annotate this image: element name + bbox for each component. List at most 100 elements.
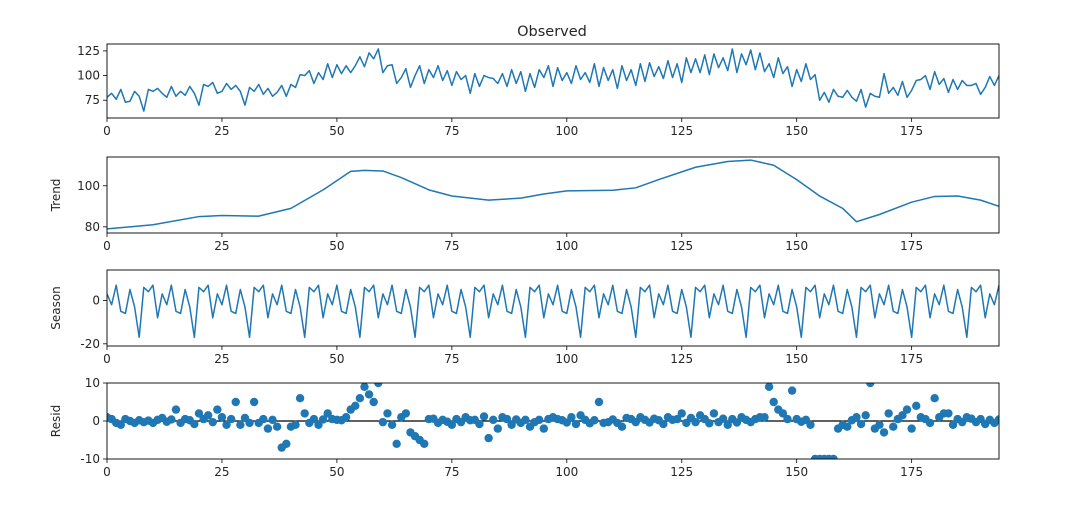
resid-point	[879, 428, 889, 437]
x-tick-label: 75	[444, 465, 459, 479]
x-tick-label: 175	[900, 239, 923, 253]
resid-point	[360, 383, 369, 391]
resid-point	[420, 439, 429, 448]
x-tick-label: 125	[670, 352, 693, 366]
x-tick-label: 175	[900, 352, 923, 366]
resid-point	[617, 422, 627, 431]
resid-point	[994, 415, 999, 424]
x-tick-label: 75	[444, 352, 459, 366]
series-line	[107, 284, 999, 339]
resid-point	[447, 420, 457, 429]
resid-point	[709, 409, 719, 418]
x-tick-label: 150	[785, 465, 808, 479]
x-tick-label: 0	[103, 352, 111, 366]
resid-point	[489, 415, 498, 425]
x-tick-label: 25	[214, 352, 229, 366]
resid-point	[249, 397, 259, 407]
resid-point	[392, 439, 401, 448]
resid-point	[594, 397, 604, 407]
x-tick-label: 150	[785, 239, 808, 253]
resid-point	[705, 419, 714, 428]
resid-point	[369, 397, 378, 407]
x-tick-label: 75	[444, 239, 459, 253]
resid-point	[912, 401, 921, 410]
plot-area	[107, 159, 999, 230]
plot-area	[107, 284, 999, 339]
resid-point	[829, 454, 838, 459]
y-tick-label: -10	[80, 452, 100, 466]
resid-point	[898, 411, 907, 420]
axes-frame	[106, 43, 1000, 119]
resid-point	[930, 394, 939, 403]
resid-point	[203, 411, 213, 420]
resid-point	[787, 386, 797, 395]
resid-point	[387, 420, 397, 429]
y-axis-label: Season	[49, 286, 63, 330]
resid-point	[167, 415, 176, 424]
axes-frame	[106, 269, 1000, 347]
resid-point	[502, 414, 512, 424]
series-line	[107, 48, 999, 112]
resid-point	[116, 420, 125, 429]
resid-point	[760, 413, 769, 422]
y-tick-label: -20	[80, 337, 100, 351]
resid-point	[778, 409, 788, 418]
resid-point	[493, 424, 503, 433]
resid-point	[521, 415, 530, 425]
x-tick-label: 175	[900, 124, 923, 138]
resid-point	[590, 416, 599, 425]
y-tick-label: 0	[92, 293, 100, 307]
x-tick-label: 150	[785, 352, 808, 366]
x-tick-label: 125	[670, 239, 693, 253]
resid-point	[194, 409, 204, 418]
resid-point	[479, 412, 489, 421]
resid-point	[231, 397, 240, 407]
series-line	[107, 159, 999, 230]
resid-point	[475, 419, 484, 429]
resid-point	[364, 390, 374, 399]
resid-point	[300, 409, 309, 418]
resid-point	[222, 420, 231, 429]
resid-point	[295, 394, 305, 403]
x-tick-label: 100	[555, 124, 578, 138]
resid-point	[861, 411, 870, 420]
resid-point	[309, 414, 319, 424]
x-tick-label: 25	[214, 465, 229, 479]
x-tick-label: 100	[555, 239, 578, 253]
y-tick-label: 80	[85, 220, 100, 234]
resid-point	[856, 419, 866, 429]
resid-point	[259, 414, 268, 424]
resid-point	[323, 409, 332, 418]
resid-point	[263, 424, 273, 433]
resid-point	[341, 413, 351, 422]
resid-point	[691, 417, 700, 427]
y-axis-label: Resid	[49, 405, 63, 437]
resid-point	[852, 413, 861, 422]
x-tick-label: 25	[214, 124, 229, 138]
resid-point	[677, 409, 686, 418]
resid-point	[401, 409, 411, 418]
resid-point	[944, 409, 953, 418]
resid-point	[272, 422, 282, 431]
resid-point	[355, 394, 365, 403]
resid-point	[875, 420, 884, 429]
resid-point	[948, 420, 958, 429]
resid-point	[268, 415, 277, 425]
resid-point	[236, 420, 245, 429]
resid-point	[723, 420, 732, 429]
x-tick-label: 50	[329, 124, 344, 138]
resid-point	[318, 415, 328, 424]
y-axis-label: Trend	[49, 179, 63, 213]
resid-point	[217, 413, 227, 422]
x-tick-label: 75	[444, 124, 459, 138]
resid-point	[925, 418, 935, 428]
resid-point	[208, 417, 217, 427]
x-tick-label: 125	[670, 465, 693, 479]
observed-title: Observed	[517, 24, 587, 40]
resid-point	[484, 433, 493, 443]
x-tick-label: 100	[555, 465, 578, 479]
resid-point	[213, 405, 222, 414]
resid-point	[190, 419, 199, 429]
resid-point	[659, 419, 668, 429]
